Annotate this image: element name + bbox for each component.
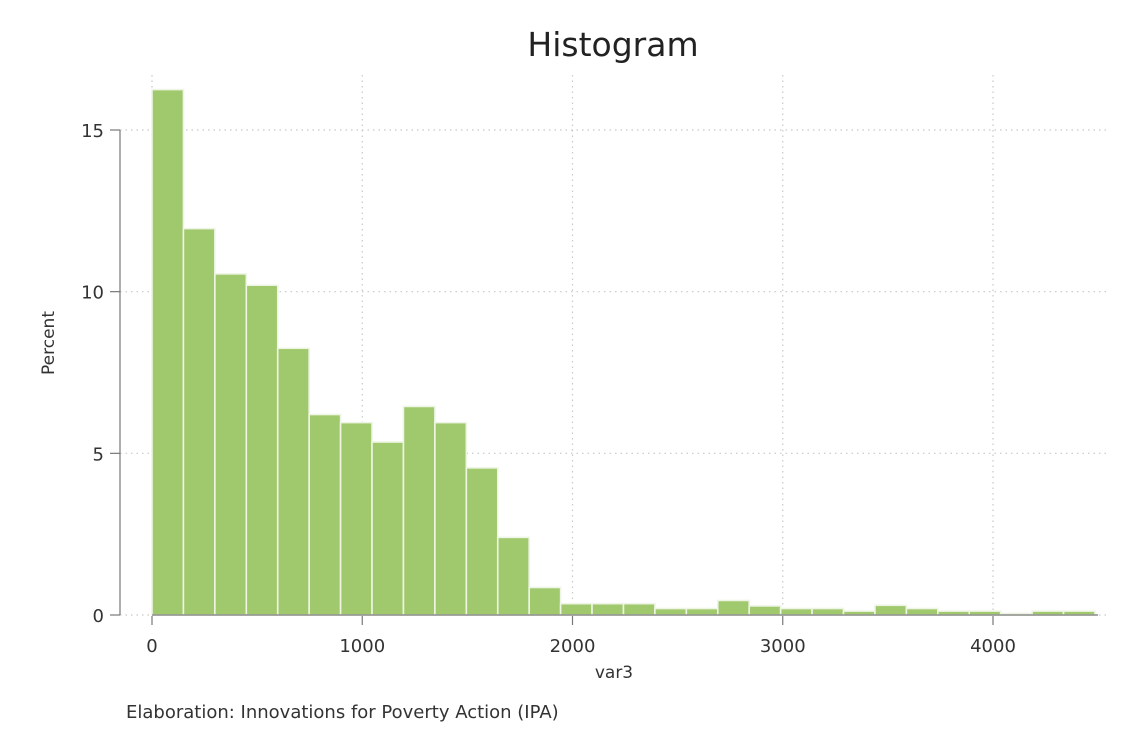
histogram-bar xyxy=(622,602,656,616)
histogram-bar xyxy=(308,413,342,616)
y-tick-label: 15 xyxy=(81,121,104,142)
histogram-bar xyxy=(591,602,625,616)
x-tick-label: 2000 xyxy=(550,636,596,657)
chart-title: Histogram xyxy=(527,25,698,64)
histogram-bar xyxy=(182,227,216,616)
histogram-bar xyxy=(748,605,782,616)
y-tick-label: 5 xyxy=(93,444,104,465)
y-tick-label: 10 xyxy=(81,283,104,304)
histogram-bar xyxy=(559,602,593,616)
x-axis-label: var3 xyxy=(595,663,633,683)
histogram-bar xyxy=(811,607,845,616)
source-note: Elaboration: Innovations for Poverty Act… xyxy=(126,702,559,723)
histogram-bar xyxy=(339,421,373,616)
histogram-bars xyxy=(151,88,1096,616)
y-axis-label: Percent xyxy=(39,311,59,375)
histogram-bar xyxy=(371,441,405,616)
histogram-bar xyxy=(465,467,499,616)
histogram-bar xyxy=(434,421,468,616)
x-tick-label: 3000 xyxy=(760,636,806,657)
histogram-bar xyxy=(654,607,688,616)
histogram-bar xyxy=(151,88,185,616)
histogram-bar xyxy=(402,405,436,616)
x-tick-label: 4000 xyxy=(970,636,1016,657)
axes: 0 1000 2000 3000 4000 0 5 10 15 xyxy=(81,121,1098,657)
histogram-bar xyxy=(716,599,751,616)
histogram-bar xyxy=(685,607,719,616)
x-tick-label: 0 xyxy=(146,636,157,657)
histogram-bar xyxy=(528,586,562,616)
histogram-bar xyxy=(779,607,813,616)
y-tick-label: 0 xyxy=(93,606,104,627)
histogram-bar xyxy=(905,607,939,616)
histogram-bar xyxy=(245,284,279,616)
histogram-bar xyxy=(276,347,310,616)
histogram-bar xyxy=(874,604,908,616)
x-tick-label: 1000 xyxy=(339,636,385,657)
histogram-bar xyxy=(496,536,530,616)
histogram-bar xyxy=(214,273,248,616)
